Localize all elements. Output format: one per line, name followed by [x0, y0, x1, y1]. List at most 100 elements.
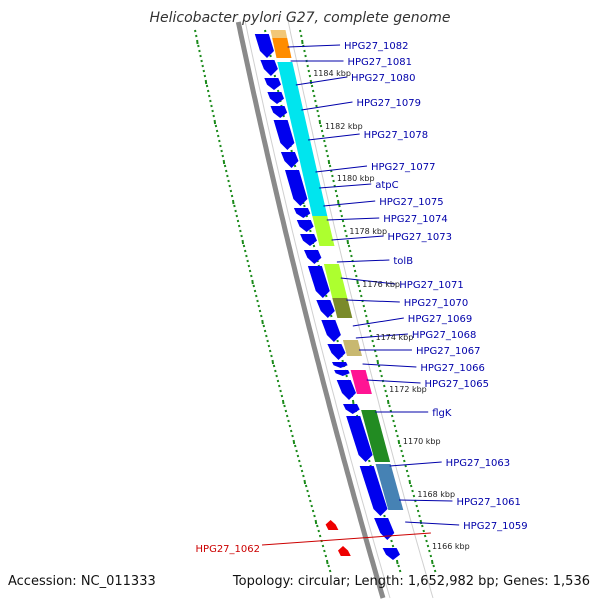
- map-title: Helicobacter pylori G27, complete genome: [149, 10, 451, 26]
- tick-mark: [313, 514, 316, 518]
- forward-gene-arrow[interactable]: [260, 60, 278, 76]
- tick-mark: [409, 484, 413, 488]
- tick-mark: [292, 439, 296, 445]
- gene-label[interactable]: HPG27_1063: [446, 458, 510, 469]
- gene-label[interactable]: HPG27_1074: [383, 214, 447, 225]
- gene-label[interactable]: HPG27_1067: [416, 346, 480, 357]
- forward-gene-arrow[interactable]: [336, 380, 356, 400]
- backbone-guide: [244, 21, 391, 599]
- tick-mark: [311, 509, 315, 513]
- label-leader: [340, 277, 396, 285]
- tick-mark: [281, 399, 285, 405]
- tick-mark: [391, 544, 395, 548]
- cog-block: [361, 410, 391, 462]
- label-leader: [405, 521, 460, 526]
- gene-label[interactable]: HPG27_1078: [364, 130, 428, 141]
- forward-gene-arrow[interactable]: [359, 466, 388, 516]
- gene-label[interactable]: HPG27_1066: [420, 363, 484, 374]
- scale-labels: 1184 kbp 1182 kbp 1180 kbp 1178 kbp 1176 kbp…: [313, 69, 469, 551]
- scale-label: 1176 kbp: [362, 280, 400, 289]
- tick-mark: [287, 419, 290, 423]
- tick-mark: [316, 524, 319, 528]
- forward-gene-arrow[interactable]: [285, 170, 308, 206]
- gene-label[interactable]: HPG27_1081: [347, 57, 411, 68]
- forward-gene-arrow[interactable]: [296, 220, 314, 232]
- cog-block: [323, 264, 348, 298]
- forward-gene-arrow[interactable]: [307, 266, 330, 298]
- reverse-gene-arrow[interactable]: [325, 520, 339, 530]
- gene-label[interactable]: HPG27_1061: [456, 497, 520, 508]
- forward-gene-arrow[interactable]: [321, 320, 341, 342]
- gene-label[interactable]: HPG27_1068: [412, 330, 476, 341]
- forward-gene-arrow[interactable]: [346, 416, 373, 462]
- forward-gene-arrow[interactable]: [300, 234, 317, 246]
- tick-mark: [372, 344, 376, 348]
- reverse-gene-arrow[interactable]: [338, 546, 351, 556]
- gene-label[interactable]: HPG27_1071: [399, 280, 463, 291]
- forward-gene-arrow[interactable]: [332, 362, 348, 368]
- tick-mark: [318, 534, 322, 538]
- tick-mark: [407, 474, 410, 478]
- forward-gene-arrow[interactable]: [254, 34, 274, 58]
- tick-mark: [392, 419, 395, 423]
- tick-mark: [368, 459, 371, 463]
- tick-mark: [258, 309, 262, 313]
- tick-mark: [429, 554, 433, 558]
- tick-mark: [280, 394, 284, 398]
- tick-mark: [267, 344, 271, 348]
- forward-gene-arrow[interactable]: [327, 344, 346, 360]
- gene-label[interactable]: flgK: [432, 408, 452, 419]
- forward-gene-arrow[interactable]: [280, 152, 299, 168]
- tick-mark: [419, 519, 423, 525]
- gene-label[interactable]: atpC: [375, 180, 398, 191]
- forward-gene-arrow[interactable]: [304, 250, 322, 264]
- tick-mark: [327, 564, 330, 568]
- tick-mark: [310, 504, 313, 508]
- gene-label[interactable]: HPG27_1065: [425, 379, 489, 390]
- tick-mark: [362, 304, 366, 308]
- cog-block: [277, 62, 328, 216]
- gene-label[interactable]: HPG27_1073: [388, 232, 452, 243]
- tick-mark: [415, 504, 418, 508]
- gene-label[interactable]: HPG27_1082: [344, 41, 408, 52]
- tick-mark: [385, 394, 389, 398]
- forward-gene-arrow[interactable]: [343, 404, 360, 414]
- tick-mark: [376, 359, 380, 365]
- tick-mark: [383, 384, 386, 388]
- forward-gene-arrow[interactable]: [293, 208, 311, 218]
- gene-label[interactable]: HPG27_1062: [196, 544, 260, 555]
- forward-gene-arrow[interactable]: [273, 120, 295, 150]
- forward-gene-arrow[interactable]: [382, 548, 400, 560]
- tick-mark: [390, 539, 393, 543]
- tick-mark: [271, 359, 275, 365]
- gene-label[interactable]: HPG27_1059: [463, 521, 527, 532]
- gene-label[interactable]: HPG27_1080: [351, 73, 415, 84]
- tick-mark: [432, 564, 435, 568]
- tick-mark: [367, 324, 371, 328]
- tick-mark: [306, 489, 309, 493]
- gene-label[interactable]: tolB: [393, 256, 413, 267]
- gene-label[interactable]: HPG27_1079: [356, 98, 420, 109]
- forward-gene-arrow[interactable]: [270, 106, 288, 118]
- forward-gene-arrow[interactable]: [374, 518, 395, 540]
- forward-gene-arrow[interactable]: [267, 92, 284, 104]
- gene-label[interactable]: HPG27_1077: [371, 162, 435, 173]
- tick-mark: [266, 339, 269, 343]
- gene-label[interactable]: HPG27_1075: [379, 197, 443, 208]
- tick-mark: [433, 569, 437, 573]
- cog-block: [375, 464, 404, 510]
- tick-mark: [300, 469, 304, 473]
- forward-gene-arrow[interactable]: [334, 370, 350, 376]
- gene-label[interactable]: HPG27_1070: [404, 298, 468, 309]
- tick-mark: [363, 309, 367, 313]
- tick-mark: [276, 379, 280, 383]
- gene-track: [254, 34, 400, 560]
- label-leader: [326, 217, 380, 221]
- tick-mark: [295, 449, 298, 453]
- forward-gene-arrow[interactable]: [316, 300, 335, 318]
- gene-label[interactable]: HPG27_1069: [408, 314, 472, 325]
- forward-gene-arrow[interactable]: [264, 78, 281, 90]
- label-leader: [362, 363, 417, 368]
- label-leader: [301, 101, 353, 111]
